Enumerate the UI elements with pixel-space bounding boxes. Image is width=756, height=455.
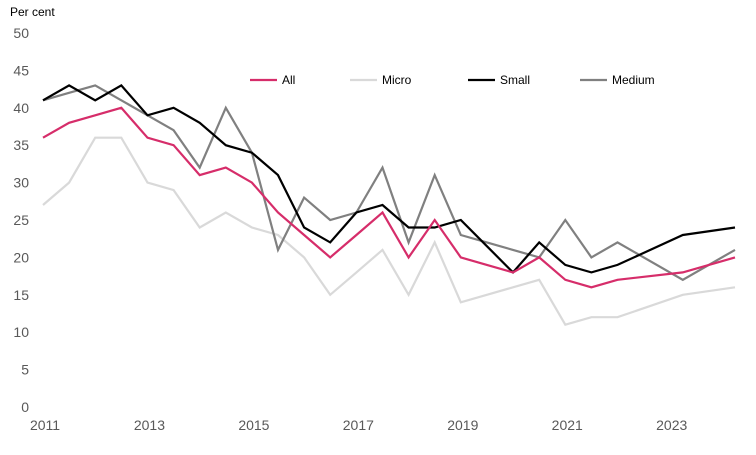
- x-tick-label: 2013: [134, 417, 165, 433]
- y-tick-label: 40: [13, 100, 29, 116]
- y-tick-label: 0: [21, 399, 29, 415]
- legend-label: Micro: [382, 73, 412, 87]
- x-axis-ticks: 2011 2013 2015 2017 2019 2021 2023: [30, 417, 688, 433]
- legend-label: All: [282, 73, 295, 87]
- legend-item-medium: Medium: [580, 73, 655, 87]
- series-line-all: [42, 106, 736, 289]
- y-tick-label: 5: [21, 362, 29, 378]
- x-tick-label: 2015: [238, 417, 269, 433]
- legend: All Micro Small Medium: [250, 73, 655, 87]
- legend-item-small: Small: [468, 73, 530, 87]
- x-tick-label: 2017: [343, 417, 374, 433]
- x-tick-label: 2023: [656, 417, 687, 433]
- legend-label: Medium: [612, 73, 655, 87]
- series-line-micro: [42, 136, 736, 326]
- y-axis-label: Per cent: [10, 5, 55, 19]
- y-tick-label: 10: [13, 324, 29, 340]
- y-axis-ticks: 0 5 10 15 20 25 30 35 40 45 50: [13, 25, 29, 415]
- series-lines: [42, 83, 736, 326]
- x-tick-label: 2019: [447, 417, 478, 433]
- series-line-small: [42, 83, 736, 275]
- y-tick-label: 30: [13, 175, 29, 191]
- y-tick-label: 35: [13, 137, 29, 153]
- legend-label: Small: [500, 73, 530, 87]
- x-tick-label: 2011: [30, 417, 60, 433]
- legend-item-micro: Micro: [350, 73, 412, 87]
- legend-item-all: All: [250, 73, 295, 87]
- y-tick-label: 45: [13, 62, 29, 78]
- y-tick-label: 20: [13, 249, 29, 265]
- y-tick-label: 25: [13, 212, 29, 228]
- y-tick-label: 15: [13, 287, 29, 303]
- y-tick-label: 50: [13, 25, 29, 41]
- x-tick-label: 2021: [552, 417, 583, 433]
